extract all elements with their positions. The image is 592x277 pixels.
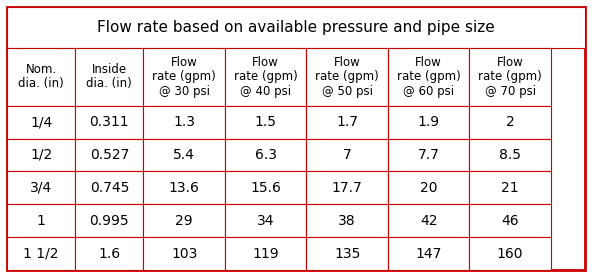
Bar bbox=[388, 204, 469, 237]
Text: 1.7: 1.7 bbox=[336, 115, 358, 129]
Text: 1.6: 1.6 bbox=[98, 247, 120, 261]
Bar bbox=[225, 138, 307, 171]
Text: 0.527: 0.527 bbox=[89, 148, 129, 162]
Bar bbox=[469, 138, 551, 171]
Text: 5.4: 5.4 bbox=[173, 148, 195, 162]
Bar bbox=[225, 171, 307, 204]
Text: Flow
rate (gpm)
@ 60 psi: Flow rate (gpm) @ 60 psi bbox=[397, 56, 461, 98]
Bar bbox=[143, 138, 225, 171]
Bar bbox=[7, 106, 75, 138]
Bar bbox=[7, 48, 75, 106]
Text: 7.7: 7.7 bbox=[418, 148, 439, 162]
Bar bbox=[225, 237, 307, 270]
Text: 1 1/2: 1 1/2 bbox=[24, 247, 59, 261]
Text: Flow
rate (gpm)
@ 30 psi: Flow rate (gpm) @ 30 psi bbox=[152, 56, 216, 98]
Text: 8.5: 8.5 bbox=[499, 148, 521, 162]
Text: Flow
rate (gpm)
@ 70 psi: Flow rate (gpm) @ 70 psi bbox=[478, 56, 542, 98]
Bar bbox=[143, 204, 225, 237]
Text: 1.5: 1.5 bbox=[255, 115, 276, 129]
Text: 7: 7 bbox=[343, 148, 352, 162]
Text: Flow
rate (gpm)
@ 50 psi: Flow rate (gpm) @ 50 psi bbox=[316, 56, 379, 98]
Text: 0.995: 0.995 bbox=[89, 214, 129, 228]
Bar bbox=[75, 106, 143, 138]
Bar bbox=[469, 106, 551, 138]
Bar bbox=[143, 171, 225, 204]
Text: 34: 34 bbox=[257, 214, 275, 228]
Bar bbox=[225, 48, 307, 106]
Text: 42: 42 bbox=[420, 214, 437, 228]
Text: 38: 38 bbox=[338, 214, 356, 228]
Text: 147: 147 bbox=[416, 247, 442, 261]
Bar bbox=[307, 138, 388, 171]
Bar bbox=[388, 138, 469, 171]
Text: 119: 119 bbox=[252, 247, 279, 261]
Bar bbox=[143, 48, 225, 106]
Text: 17.7: 17.7 bbox=[332, 181, 362, 195]
Text: 2: 2 bbox=[506, 115, 514, 129]
Bar bbox=[75, 138, 143, 171]
Bar bbox=[307, 204, 388, 237]
Text: 20: 20 bbox=[420, 181, 437, 195]
Text: 160: 160 bbox=[497, 247, 523, 261]
Text: 1.9: 1.9 bbox=[417, 115, 440, 129]
Bar bbox=[469, 48, 551, 106]
Text: Flow rate based on available pressure and pipe size: Flow rate based on available pressure an… bbox=[97, 20, 495, 35]
Text: 1/2: 1/2 bbox=[30, 148, 52, 162]
Text: 29: 29 bbox=[175, 214, 193, 228]
Bar bbox=[143, 106, 225, 138]
Bar bbox=[225, 204, 307, 237]
Bar bbox=[307, 237, 388, 270]
Text: Inside
dia. (in): Inside dia. (in) bbox=[86, 63, 132, 90]
Bar bbox=[307, 171, 388, 204]
Text: 103: 103 bbox=[171, 247, 197, 261]
Bar bbox=[388, 171, 469, 204]
Text: 13.6: 13.6 bbox=[169, 181, 200, 195]
Text: 15.6: 15.6 bbox=[250, 181, 281, 195]
Bar bbox=[7, 204, 75, 237]
Bar bbox=[7, 138, 75, 171]
Text: 1: 1 bbox=[37, 214, 46, 228]
Bar bbox=[7, 7, 585, 48]
Bar bbox=[307, 48, 388, 106]
Bar bbox=[388, 106, 469, 138]
Text: 0.311: 0.311 bbox=[89, 115, 129, 129]
Bar bbox=[225, 106, 307, 138]
Text: 135: 135 bbox=[334, 247, 361, 261]
Bar bbox=[143, 237, 225, 270]
Bar bbox=[388, 237, 469, 270]
Bar bbox=[75, 204, 143, 237]
Bar bbox=[75, 237, 143, 270]
Text: 21: 21 bbox=[501, 181, 519, 195]
Bar bbox=[388, 48, 469, 106]
Bar bbox=[75, 48, 143, 106]
Text: 1.3: 1.3 bbox=[173, 115, 195, 129]
Text: Flow
rate (gpm)
@ 40 psi: Flow rate (gpm) @ 40 psi bbox=[234, 56, 298, 98]
Bar bbox=[75, 171, 143, 204]
Bar bbox=[7, 171, 75, 204]
Text: 1/4: 1/4 bbox=[30, 115, 52, 129]
Bar bbox=[469, 204, 551, 237]
Bar bbox=[469, 237, 551, 270]
Text: 0.745: 0.745 bbox=[89, 181, 129, 195]
Bar bbox=[307, 106, 388, 138]
Text: 46: 46 bbox=[501, 214, 519, 228]
Bar bbox=[469, 171, 551, 204]
Text: 3/4: 3/4 bbox=[30, 181, 52, 195]
Text: Nom.
dia. (in): Nom. dia. (in) bbox=[18, 63, 64, 90]
Text: 6.3: 6.3 bbox=[255, 148, 276, 162]
Bar bbox=[7, 237, 75, 270]
